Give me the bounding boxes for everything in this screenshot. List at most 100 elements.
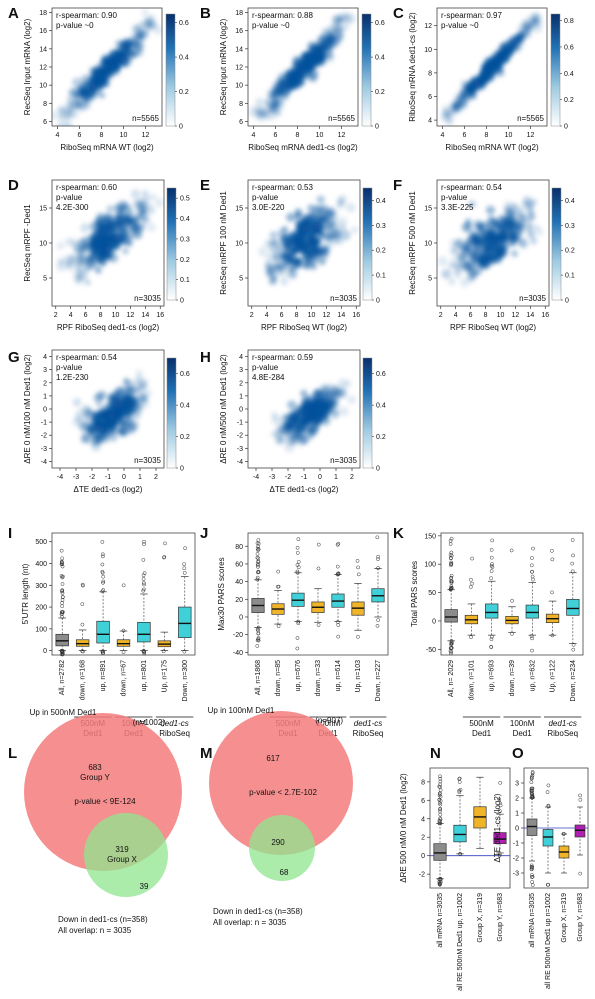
density-dot xyxy=(303,256,313,265)
outlier-point xyxy=(449,586,453,591)
y-tick-label: 12 xyxy=(39,65,47,72)
density-dot xyxy=(282,413,291,422)
venn-all-overlap: All overlap: n = 3035 xyxy=(58,926,132,935)
density-dot xyxy=(468,200,476,209)
outlier-point xyxy=(295,570,300,575)
x-tick-label: 10 xyxy=(505,132,513,139)
y-tick-label: -2 xyxy=(513,856,519,863)
outlier-point xyxy=(256,628,260,633)
density-dot xyxy=(83,262,93,272)
density-dot xyxy=(256,109,264,118)
density-dot xyxy=(316,220,326,229)
x-tick-label: 12 xyxy=(338,132,346,139)
colorbar-tick-label: 0.1 xyxy=(180,277,190,284)
heatmap-panel-d: 2 4 6 8 10 12 14 16 5 10 15 r-spearman: 0.60p-value… xyxy=(39,179,190,332)
outlier-point xyxy=(529,863,534,868)
density-dot xyxy=(491,55,501,65)
density-dot xyxy=(279,235,290,246)
outlier-point xyxy=(530,795,535,800)
density-dot xyxy=(285,251,294,260)
y-tick-label: 20 xyxy=(235,597,243,604)
y-tick-label: 6 xyxy=(43,119,47,126)
outlier-point xyxy=(60,560,64,565)
outlier-point xyxy=(81,583,85,588)
y-tick-label: -3 xyxy=(513,871,519,878)
density-dot xyxy=(337,378,348,389)
density-dot xyxy=(109,240,117,248)
venn-set-a xyxy=(209,711,353,855)
density-dot xyxy=(75,264,84,274)
density-dot xyxy=(305,213,316,224)
colorbar-tick-label: 0.4 xyxy=(375,55,385,62)
density-dot xyxy=(292,57,303,68)
colorbar xyxy=(550,13,561,127)
density-dot xyxy=(147,206,156,215)
box-body xyxy=(178,606,192,638)
outlier-point xyxy=(256,547,261,552)
box-1: All, n=2782 xyxy=(55,548,69,695)
outlier-point xyxy=(529,864,534,869)
x-tick-label: 2 xyxy=(350,474,354,481)
colorbar-tick-label: 0.3 xyxy=(565,223,575,230)
category-label: down, n=168 xyxy=(80,660,87,700)
venn-top-label: Up in 100nM Ded1 xyxy=(208,706,275,715)
y-tick-label: 50 xyxy=(428,590,436,597)
y-tick-label: 100 xyxy=(35,626,47,633)
density-dot xyxy=(293,237,301,245)
category-label: Group Y, n=683 xyxy=(577,893,584,942)
y-tick-label: -4 xyxy=(237,459,243,466)
outlier-point xyxy=(438,791,442,796)
density-dot xyxy=(274,246,285,257)
density-dot xyxy=(99,416,110,427)
outlier-point xyxy=(489,644,493,649)
stat-annotation: p-value xyxy=(441,193,468,202)
category-label: down, n=101 xyxy=(468,660,475,700)
y-tick-label: 6 xyxy=(421,798,425,805)
box-2: down, n=85 xyxy=(271,569,285,696)
outlier-point xyxy=(437,818,442,823)
n-label: n=5565 xyxy=(328,114,355,123)
outlier-point xyxy=(142,651,147,656)
outlier-point xyxy=(61,574,65,579)
venn-top-n: (n=1002) xyxy=(133,718,166,727)
outlier-point xyxy=(529,780,534,785)
density-dot xyxy=(83,410,94,421)
colorbar xyxy=(166,187,177,301)
outlier-point xyxy=(355,558,360,563)
y-tick-label: 1 xyxy=(239,393,243,400)
outlier-point xyxy=(449,650,454,654)
y-tick-label: 16 xyxy=(39,28,47,35)
outlier-point xyxy=(60,604,65,609)
category-label: all mRNA n=3035 xyxy=(437,893,444,948)
density-dot xyxy=(320,39,331,50)
stat-annotation: p-value xyxy=(252,193,279,202)
density-dot xyxy=(90,259,97,266)
density-dot xyxy=(100,66,110,75)
density-dot xyxy=(74,247,83,256)
density-dot xyxy=(130,189,141,200)
density-dot xyxy=(484,66,491,73)
density-dot xyxy=(499,234,508,243)
boxplot-panel-k: -50 0 50 100 150 All, n= 2029 down, n=101 up, n… xyxy=(424,532,584,738)
x-tick-label: -4 xyxy=(253,474,259,481)
density-cloud xyxy=(270,378,356,453)
box-2: all RE 500nM Ded1 up n=1002 xyxy=(542,783,554,989)
n-label: n=3035 xyxy=(134,294,161,303)
density-dot xyxy=(268,276,277,284)
x-tick-label: 8 xyxy=(485,132,489,139)
venn-group-a-label: Group Y xyxy=(80,773,110,782)
density-dot xyxy=(279,83,286,90)
y-tick-label: 5 xyxy=(239,276,243,283)
y-tick-label: 0 xyxy=(239,407,243,414)
x-tick-label: 2 xyxy=(250,312,254,319)
density-dot xyxy=(99,92,106,99)
density-dot xyxy=(114,386,126,397)
category-label: down, n=33 xyxy=(315,660,322,696)
density-dot xyxy=(463,85,474,95)
box-body xyxy=(453,824,467,843)
category-label: up, n=693 xyxy=(489,660,496,691)
density-dot xyxy=(117,209,125,217)
outlier-point xyxy=(489,569,494,574)
outlier-point xyxy=(489,555,494,560)
x-tick-label: -1 xyxy=(301,474,307,481)
